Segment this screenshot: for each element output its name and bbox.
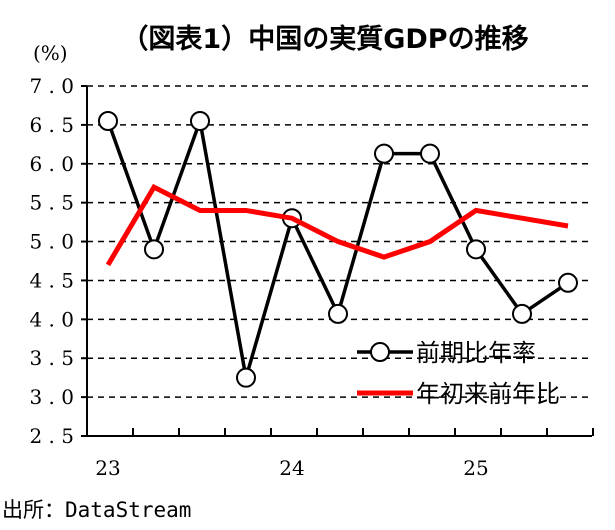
- y-tick-label: 5 . 0: [29, 230, 74, 254]
- x-tick-label: 24: [279, 456, 304, 480]
- y-tick-label: 3 . 0: [29, 385, 74, 409]
- data-point: [144, 239, 164, 260]
- y-axis-unit: (%): [33, 41, 68, 65]
- y-tick-label: 6 . 0: [29, 152, 74, 176]
- data-point: [98, 111, 118, 131]
- data-point: [420, 143, 440, 164]
- y-tick-label: 6 . 5: [29, 113, 74, 137]
- data-point: [558, 272, 578, 293]
- data-point: [374, 143, 394, 164]
- source-note: 出所：DataStream: [2, 498, 192, 522]
- series-line-2: [105, 183, 569, 267]
- legend-label-2: 年初来前年比: [416, 380, 560, 408]
- x-tick-label: 25: [463, 456, 488, 480]
- chart: （図表1）中国の実質GDPの推移 (%) 7 . 0 6 . 5 6 . 0 5 . …: [29, 23, 594, 480]
- y-tick-labels: 7 . 0 6 . 5 6 . 0 5 . 5 5 . 0 4 . 5 4 . 0 3 . 5…: [29, 74, 74, 448]
- data-point: [328, 303, 348, 324]
- y-tick-label: 2 . 5: [29, 424, 74, 448]
- legend-marker: [370, 342, 390, 362]
- data-point: [466, 239, 486, 260]
- chart-title: （図表1）中国の実質GDPの推移: [121, 23, 528, 55]
- data-point: [236, 367, 256, 388]
- axes: [81, 85, 594, 437]
- x-tick-labels: 23 24 25: [95, 456, 488, 480]
- x-tick-label: 23: [95, 456, 120, 480]
- y-tick-label: 4 . 0: [29, 307, 74, 331]
- series: [98, 111, 578, 388]
- gridlines: [87, 85, 592, 398]
- y-tick-label: 5 . 5: [29, 191, 74, 215]
- data-point: [190, 111, 210, 131]
- y-tick-label: 7 . 0: [29, 74, 74, 98]
- y-tick-label: 4 . 5: [29, 268, 74, 292]
- legend-label-1: 前期比年率: [416, 339, 536, 367]
- y-tick-label: 3 . 5: [29, 346, 74, 370]
- data-point: [512, 303, 532, 324]
